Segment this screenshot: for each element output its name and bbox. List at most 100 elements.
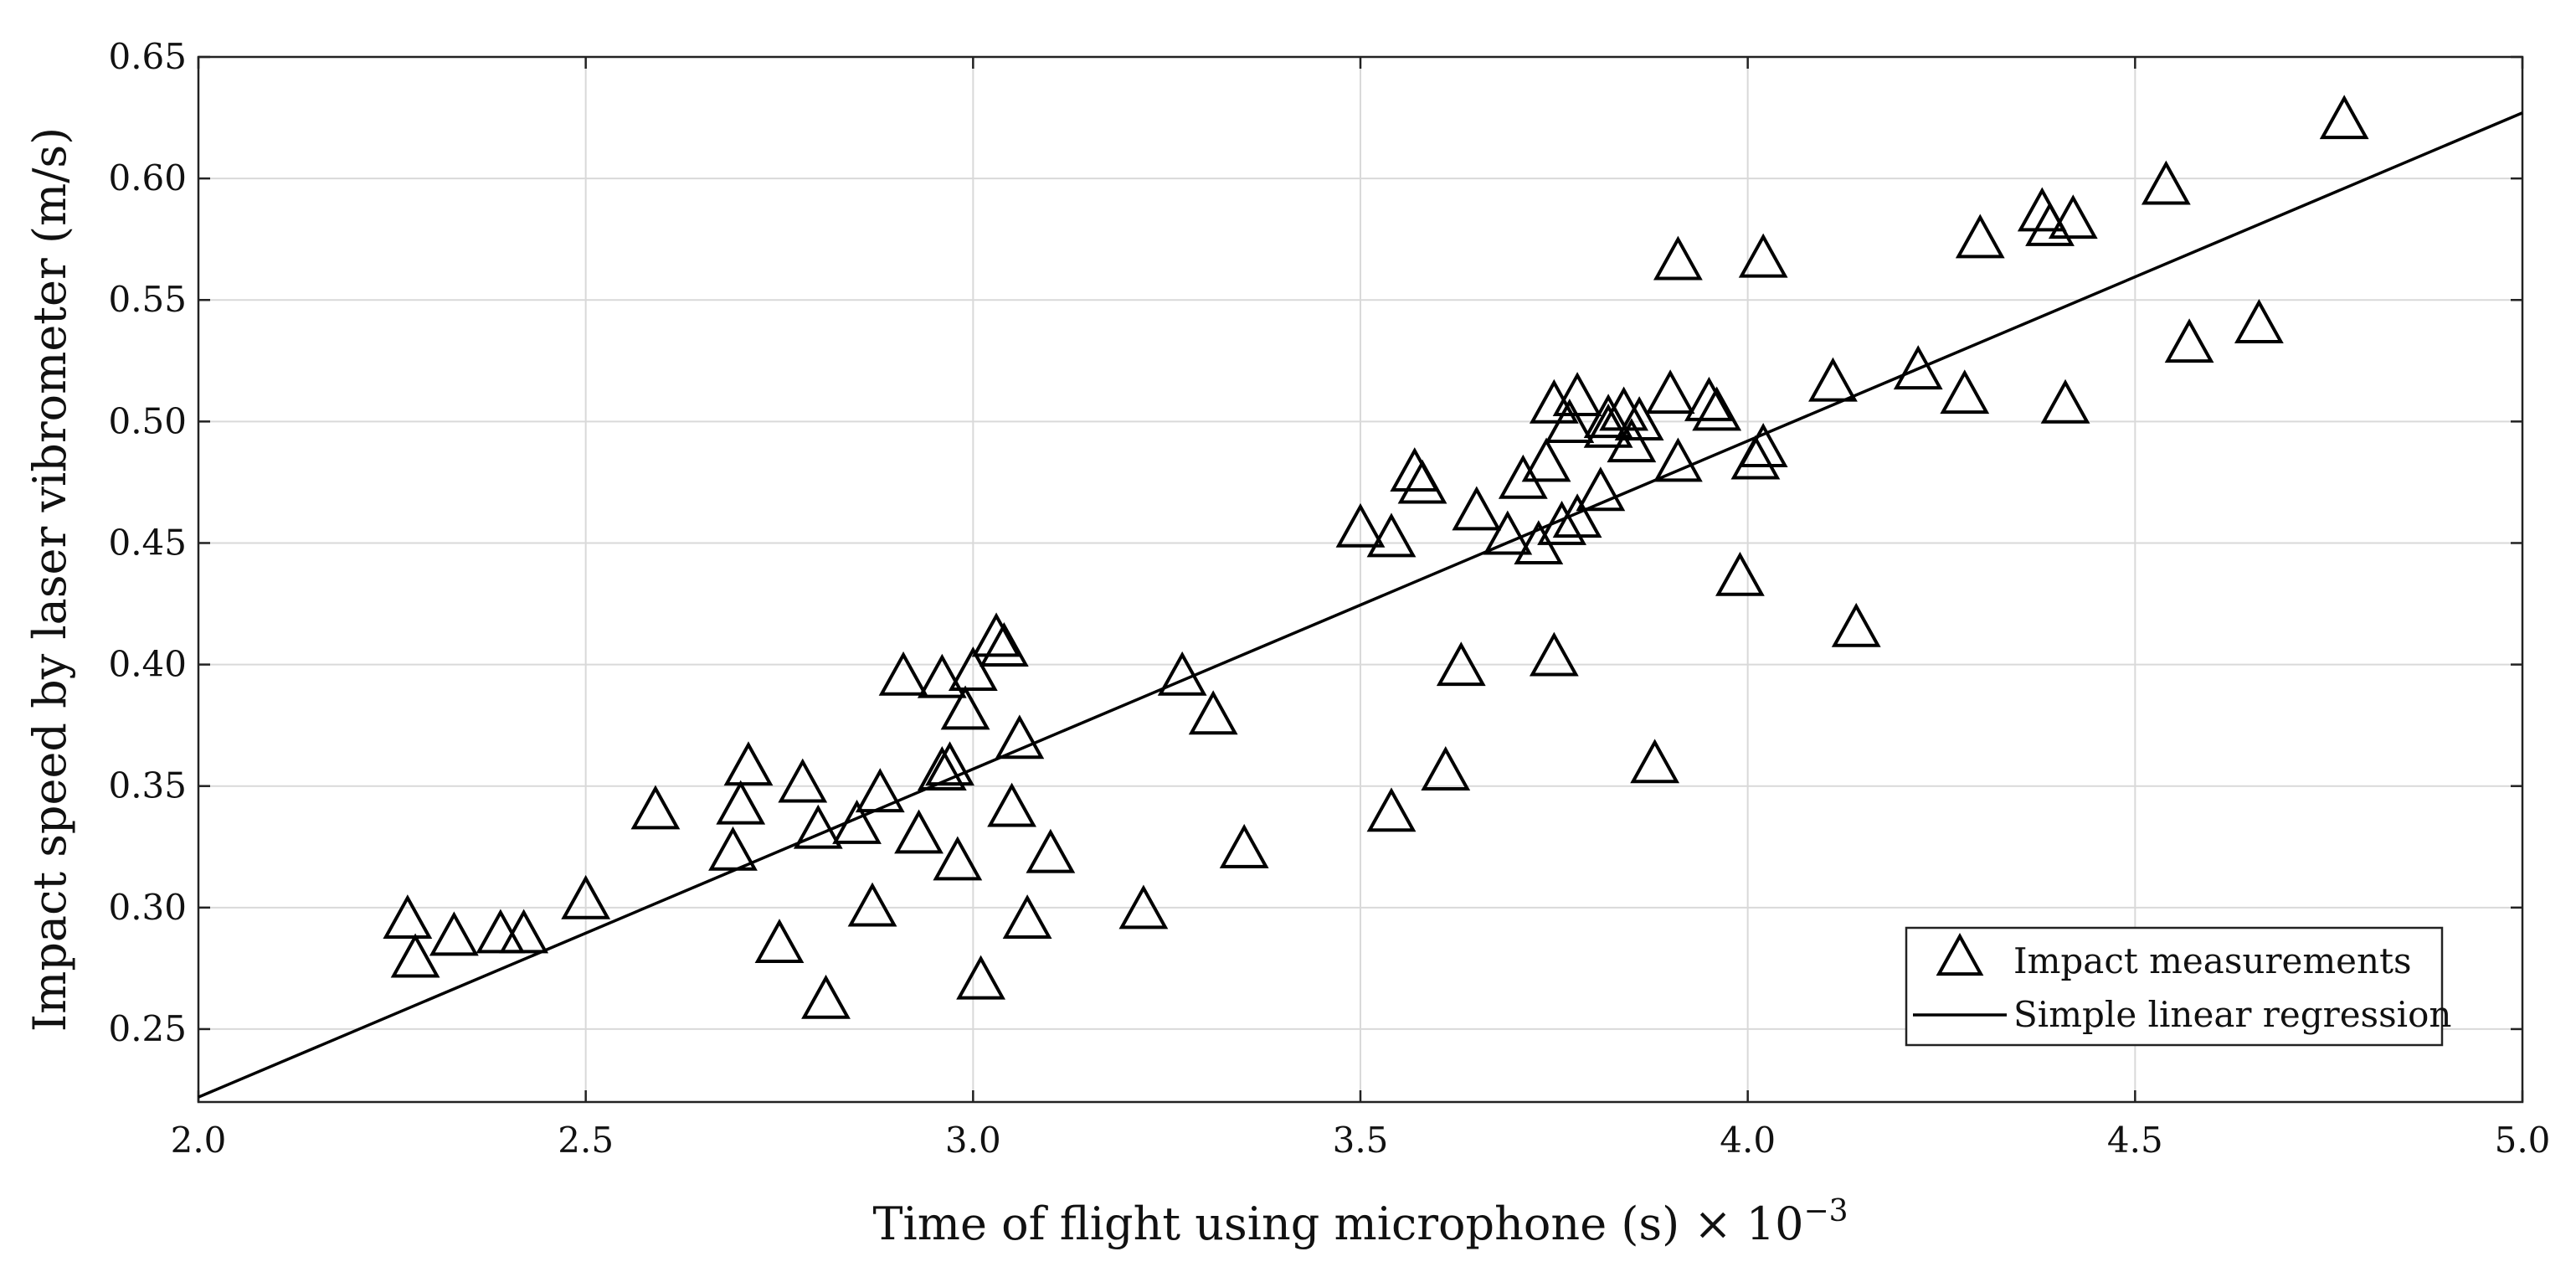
data-point-triangle [1653,437,1703,482]
data-point-triangle [1607,418,1657,463]
data-point-triangle [1684,376,1734,421]
y-axis-title: Impact speed by laser vibrometer (m/s) [23,127,76,1032]
data-point-triangle [847,882,897,927]
x-axis-title-exponent: −3 [1803,1194,1848,1228]
data-point-triangle [917,653,967,698]
data-point-triangle [630,785,681,830]
data-point-triangle [933,836,983,881]
data-point-triangle [1366,787,1417,832]
data-point-triangle [801,974,851,1019]
data-point-triangle [1614,396,1664,441]
data-point-triangle [1537,500,1586,545]
data-point-triangle [987,782,1036,827]
x-axis-title: Time of flight using microphone (s) × 10… [872,1194,1848,1250]
data-point-triangle [2319,95,2369,140]
data-point-triangle [1955,214,2005,259]
ticks-layer: 2.0 2.5 3.0 3.5 4.0 4.5 5.0 0.25 0.30 0.35 0.40 0.4… [108,36,2550,1161]
data-point-triangle [716,780,766,825]
data-point-triangle [754,919,805,964]
x-tick-label: 3.0 [945,1120,1001,1161]
data-point-triangle [1576,466,1626,512]
data-point-triangle [793,804,843,849]
data-point-triangle [2234,299,2284,343]
data-point-triangle [956,955,1005,1000]
data-point-triangle [383,894,433,940]
data-point-triangle [1940,369,1990,415]
data-point-triangle [2141,160,2191,205]
data-point-triangle [1653,235,1703,281]
data-point-triangle [1738,233,1788,278]
data-point-triangle [878,651,928,696]
data-point-triangle [855,768,905,813]
legend-label-impact-measurements: Impact measurements [2013,940,2412,981]
data-point-triangle [2040,379,2090,424]
data-point-triangle [1002,894,1052,940]
data-point-triangle [1692,386,1742,431]
legend-box [1905,926,2444,1047]
data-point-triangle [1026,828,1076,873]
regression-line [198,111,2523,1099]
x-tick-label: 2.0 [171,1120,227,1161]
data-point-triangle [1118,884,1169,930]
data-point-triangle [1715,551,1765,596]
y-tick-label: 0.45 [108,522,187,563]
legend-label-linear-regression: Simple linear regression [2013,994,2451,1035]
data-point-triangle [723,741,774,786]
x-axis-title-text: Time of flight using microphone (s) × 10 [872,1197,1803,1250]
data-point-triangle [1366,512,1417,558]
data-point-triangle [1645,369,1695,415]
data-point-triangle [832,799,882,844]
x-tick-label: 2.5 [558,1120,614,1161]
data-point-triangle [429,911,479,956]
data-point-triangle [1552,372,1602,417]
data-point-triangle [1630,739,1680,784]
grid-layer [198,57,2522,1102]
data-point-triangle [1498,454,1548,499]
data-point-triangle [1397,459,1447,504]
data-point-triangle [1808,357,1858,402]
data-point-triangle [1436,641,1486,687]
x-tick-label: 5.0 [2495,1120,2551,1161]
data-point-triangle [2048,194,2098,239]
data-point-triangle [917,746,967,790]
data-point-triangle [1483,510,1533,555]
data-point-triangle [971,612,1021,657]
legend-triangle-marker-icon [1936,932,1984,976]
data-point-triangle [979,622,1029,667]
data-point-triangle [1893,345,1943,390]
x-tick-label: 4.0 [1720,1120,1776,1161]
data-point-triangle [1529,631,1579,677]
data-point-triangle [1219,823,1269,868]
data-point-triangle [925,741,974,786]
data-point-triangle [390,933,440,978]
data-point-triangle [2025,201,2075,246]
regression-layer [198,111,2523,1099]
legend: Impact measurements Simple linear regres… [1905,926,2451,1047]
marker-layer [383,95,2369,1019]
data-point-triangle [499,909,549,954]
data-point-triangle [2164,318,2214,363]
data-point-triangle [1157,651,1207,696]
data-point-triangle [948,646,998,691]
data-point-triangle [894,809,944,854]
data-point-triangle [1529,379,1579,424]
data-point-triangle [1583,394,1633,439]
data-point-triangle [1552,493,1602,538]
y-tick-label: 0.35 [108,765,187,806]
data-point-triangle [1188,690,1238,735]
y-tick-label: 0.55 [108,279,187,320]
data-point-triangle [940,685,990,730]
data-point-triangle [708,826,758,871]
data-point-triangle [995,714,1045,760]
x-tick-label: 3.5 [1333,1120,1389,1161]
data-point-triangle [1421,746,1471,790]
data-point-triangle [1545,399,1595,443]
data-point-triangle [1583,403,1633,448]
y-tick-label: 0.25 [108,1008,187,1049]
data-point-triangle [561,874,611,919]
x-tick-label: 4.5 [2107,1120,2163,1161]
data-point-triangle [778,758,828,803]
data-point-triangle [1738,423,1788,467]
data-point-triangle [1831,602,1881,647]
